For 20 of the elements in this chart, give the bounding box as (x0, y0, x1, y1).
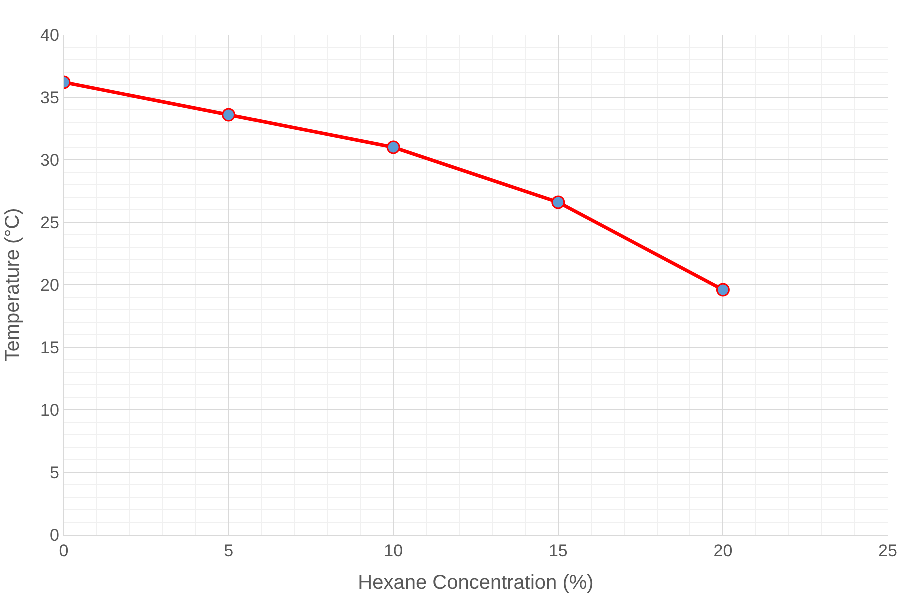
point (716, 283, 730, 297)
point (222, 108, 236, 122)
x-tick-label: 25 (878, 542, 898, 561)
y-tick-label: 40 (40, 26, 60, 45)
y-tick-label: 0 (50, 526, 60, 545)
y-tick-label: 35 (40, 88, 60, 108)
y-tick-label: 25 (40, 213, 60, 232)
y-axis-title: Temperature (°C) (2, 208, 24, 362)
y-tick-label: 15 (40, 338, 60, 358)
x-tick-label: 15 (548, 542, 568, 561)
y-tick-label: 5 (50, 463, 60, 482)
y-tick-label: 30 (40, 150, 60, 170)
x-tick-label: 10 (384, 542, 404, 561)
point (552, 196, 566, 210)
x-tick-label: 5 (224, 542, 234, 561)
y-tick-label: 20 (40, 276, 60, 295)
x-axis-title: Hexane Concentration (%) (358, 572, 594, 594)
x-tick-label: 20 (714, 542, 733, 561)
y-tick-label: 10 (40, 400, 60, 420)
point (386, 140, 400, 154)
